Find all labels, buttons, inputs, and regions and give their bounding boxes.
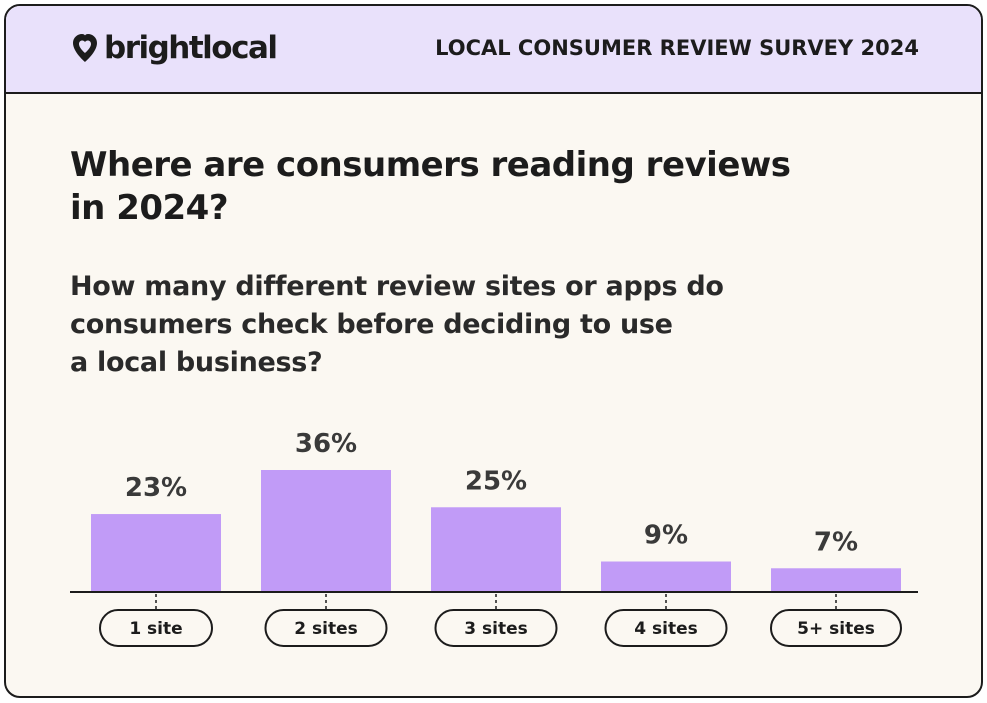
category-label: 2 sites bbox=[294, 619, 357, 639]
bar-value-label: 9% bbox=[644, 521, 688, 551]
location-heart-icon bbox=[73, 34, 97, 62]
title-line: in 2024? bbox=[70, 188, 229, 228]
bar-value-label: 25% bbox=[465, 466, 527, 496]
page-title: Where are consumers reading reviews in 2… bbox=[70, 144, 890, 230]
category-pill bbox=[604, 609, 728, 647]
bar-value-label: 36% bbox=[295, 429, 357, 459]
subtitle-line: consumers check before deciding to use bbox=[70, 309, 673, 340]
category-pill bbox=[770, 609, 902, 647]
chart-bar bbox=[91, 514, 221, 592]
chart-question: How many different review sites or apps … bbox=[70, 268, 830, 382]
header-bar: brightlocal LOCAL CONSUMER REVIEW SURVEY… bbox=[6, 6, 981, 94]
category-label: 1 site bbox=[129, 619, 182, 639]
category-pill bbox=[99, 609, 213, 647]
infographic-card: brightlocal LOCAL CONSUMER REVIEW SURVEY… bbox=[4, 4, 983, 698]
category-pill bbox=[264, 609, 388, 647]
subtitle-line: a local business? bbox=[70, 347, 323, 378]
chart-bar bbox=[261, 470, 391, 592]
bar-chart: 23% 36% 25% 9% 7% 1 site 2 sites 3 sites 4 sites… bbox=[70, 429, 918, 647]
category-pill bbox=[434, 609, 558, 647]
logo-text: brightlocal bbox=[104, 30, 278, 66]
survey-title: LOCAL CONSUMER REVIEW SURVEY 2024 bbox=[435, 36, 919, 60]
title-line: Where are consumers reading reviews bbox=[70, 145, 791, 185]
brand-logo: brightlocal bbox=[70, 26, 278, 70]
category-label: 3 sites bbox=[464, 619, 527, 639]
bar-value-label: 23% bbox=[125, 473, 187, 503]
subtitle-line: How many different review sites or apps … bbox=[70, 271, 724, 302]
chart-bar bbox=[431, 507, 561, 592]
category-label: 4 sites bbox=[634, 619, 697, 639]
category-label: 5+ sites bbox=[797, 619, 875, 639]
chart-bar bbox=[601, 561, 731, 592]
bar-value-label: 7% bbox=[814, 527, 858, 557]
chart-bar bbox=[771, 568, 901, 592]
